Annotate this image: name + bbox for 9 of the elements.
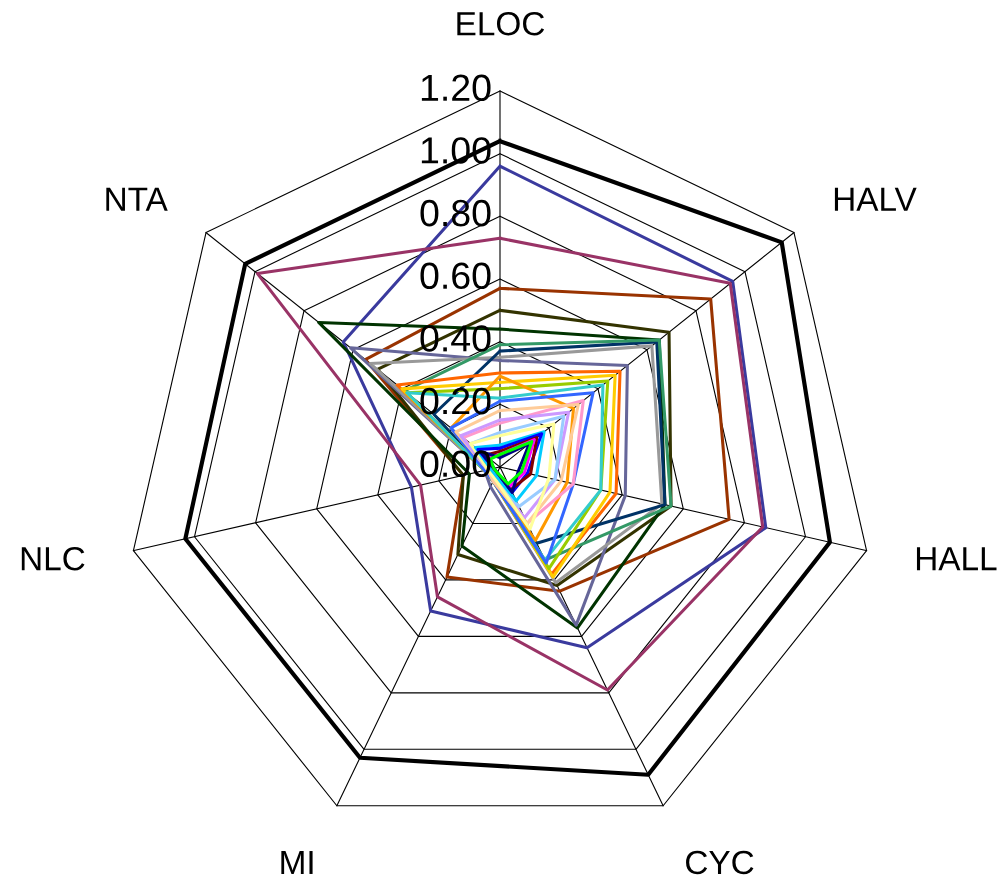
spoke-label: NTA — [106, 187, 168, 211]
y-tick-label: 0.60 — [420, 262, 491, 290]
spoke-label: NLC — [21, 546, 85, 571]
spoke-label: MI — [281, 851, 313, 874]
spoke-label: ELOC — [457, 11, 545, 36]
y-tick-label: 1.20 — [421, 74, 491, 102]
spoke-label: HALV — [834, 187, 917, 211]
spoke-label: HALL — [916, 547, 997, 571]
spoke-label: CYC — [686, 850, 754, 875]
